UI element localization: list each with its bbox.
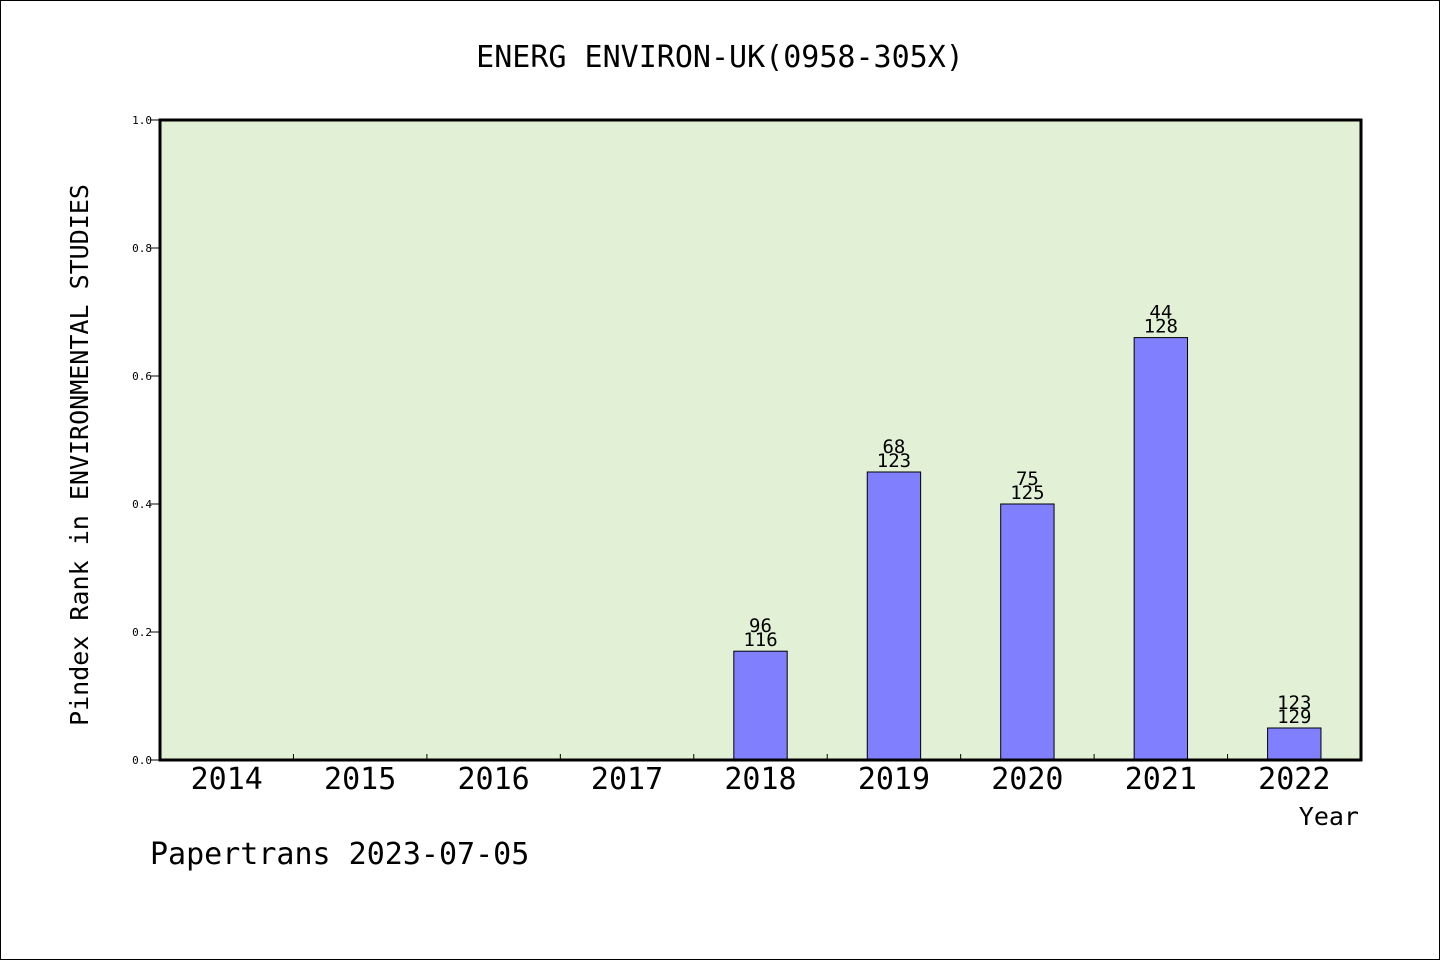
y-tick-label: 0.2 [132, 626, 152, 639]
total-label-2018: 116 [743, 629, 777, 651]
total-label-2020: 125 [1010, 482, 1044, 504]
total-label-2019: 123 [877, 450, 911, 472]
x-tick-label: 2016 [457, 762, 529, 797]
plot-border [158, 118, 1363, 762]
total-label-2022: 129 [1277, 706, 1311, 728]
y-axis-label: Pindex Rank in ENVIRONMENTAL STUDIES [65, 184, 94, 726]
bar-2022 [1267, 727, 1322, 761]
total-label-2021: 128 [1144, 316, 1178, 338]
footer-credit: Papertrans 2023-07-05 [150, 837, 529, 872]
rank-label-2022: 123 [1277, 692, 1311, 714]
bar-2019 [866, 471, 922, 761]
y-tick-label: 0.8 [132, 242, 152, 255]
x-tick-label: 2017 [591, 762, 663, 797]
bar-2020 [1000, 503, 1055, 761]
y-tick-label: 0.4 [132, 498, 152, 511]
y-tick-label: 1.0 [132, 114, 152, 127]
y-tick-label: 0.6 [132, 370, 152, 383]
x-tick-label: 2020 [991, 762, 1063, 797]
chart-title: ENERG ENVIRON-UK(0958-305X) [476, 40, 964, 75]
x-tick-label: 2014 [191, 762, 263, 797]
x-tick-label: 2019 [858, 762, 930, 797]
x-tick-label: 2021 [1125, 762, 1197, 797]
bar-2018 [733, 650, 788, 761]
x-tick-label: 2015 [324, 762, 396, 797]
y-tick-label: 0.0 [132, 754, 152, 767]
rank-label-2021: 44 [1149, 302, 1172, 324]
rank-label-2018: 96 [749, 615, 772, 637]
bar-2021 [1133, 337, 1189, 761]
rank-label-2020: 75 [1016, 468, 1039, 490]
ticks-group: 0.0 0.2 0.4 0.6 0.8 1.0 2014 2015 2016 2017 2018 20… [132, 114, 1330, 797]
x-axis-label: Year [1299, 802, 1359, 831]
x-tick-label: 2018 [724, 762, 796, 797]
x-tick-label: 2022 [1258, 762, 1330, 797]
rank-label-2019: 68 [882, 436, 905, 458]
